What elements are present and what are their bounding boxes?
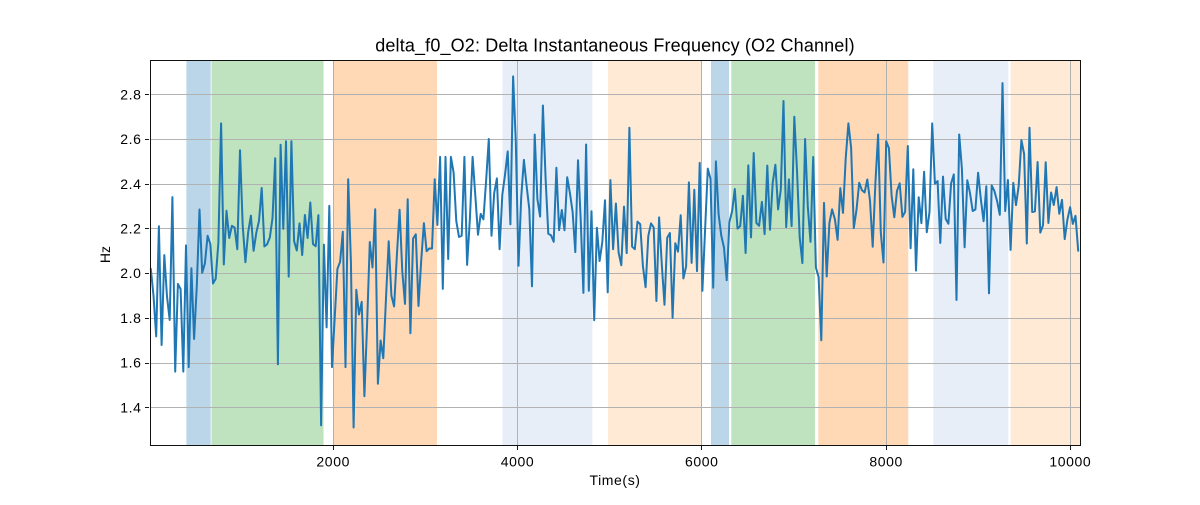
svg-text:2.0: 2.0 <box>120 265 141 281</box>
svg-text:2.8: 2.8 <box>120 86 141 102</box>
svg-text:1.6: 1.6 <box>120 355 141 371</box>
svg-text:8000: 8000 <box>869 453 903 469</box>
svg-text:2000: 2000 <box>316 453 350 469</box>
svg-text:2.2: 2.2 <box>120 221 141 237</box>
svg-text:6000: 6000 <box>685 453 719 469</box>
svg-text:Time(s): Time(s) <box>589 472 640 488</box>
svg-text:1.8: 1.8 <box>120 310 141 326</box>
svg-text:10000: 10000 <box>1049 453 1091 469</box>
svg-text:2.6: 2.6 <box>120 131 141 147</box>
svg-text:Hz: Hz <box>97 246 113 263</box>
svg-text:4000: 4000 <box>501 453 535 469</box>
svg-text:2.4: 2.4 <box>120 176 141 192</box>
svg-text:delta_f0_O2: Delta Instantaneo: delta_f0_O2: Delta Instantaneous Frequen… <box>375 36 855 57</box>
svg-text:1.4: 1.4 <box>120 399 141 415</box>
